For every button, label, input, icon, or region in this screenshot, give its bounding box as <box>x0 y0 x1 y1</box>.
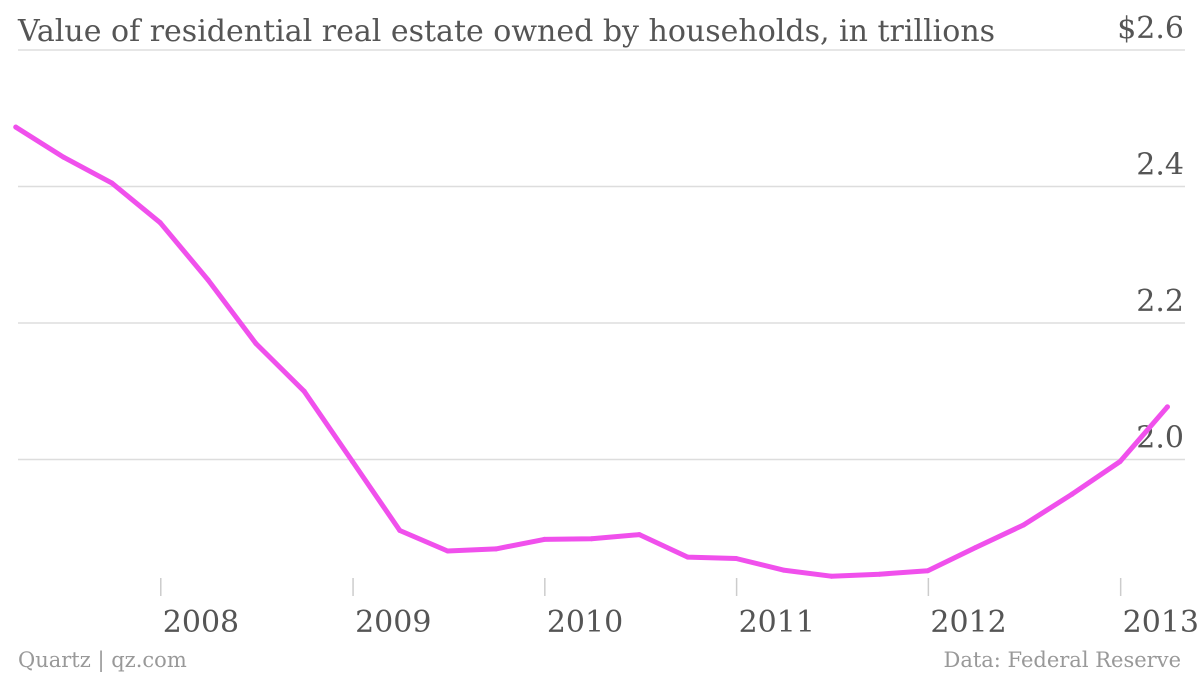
data-point <box>445 548 451 554</box>
x-tick-label: 2008 <box>163 605 239 640</box>
y-tick-label: 2.0 <box>1136 421 1184 456</box>
series-line <box>13 124 1170 579</box>
data-point <box>1069 491 1075 497</box>
x-tick-label: 2012 <box>930 605 1006 640</box>
x-tick-label: 2010 <box>547 605 623 640</box>
data-point <box>636 532 642 538</box>
data-point <box>828 573 834 579</box>
y-tick-label: 2.2 <box>1136 284 1184 319</box>
chart-title: Value of residential real estate owned b… <box>17 14 995 49</box>
data-point <box>13 124 19 130</box>
data-point <box>109 180 115 186</box>
data-point <box>589 536 595 542</box>
data-point <box>493 546 499 552</box>
data-point <box>397 528 403 533</box>
data-point <box>877 571 882 577</box>
data-point <box>61 154 67 160</box>
data-point <box>301 388 307 394</box>
gridlines <box>18 49 1185 461</box>
data-point <box>350 459 355 464</box>
data-point <box>541 536 547 542</box>
y-axis: $2.6 2.4 2.2 2.0 <box>1117 11 1184 456</box>
y-tick-label: $2.6 <box>1117 11 1184 46</box>
data-point <box>733 556 739 561</box>
x-tick-label: 2013 <box>1123 605 1199 640</box>
x-axis: 2008 2009 2010 2011 2012 2013 <box>160 578 1199 640</box>
data-point <box>1117 459 1123 464</box>
data-point <box>780 567 786 573</box>
data-point <box>1021 522 1026 528</box>
data-point <box>1164 404 1170 410</box>
data-point <box>685 554 691 560</box>
x-tick-label: 2011 <box>739 605 815 640</box>
data-point <box>205 277 211 283</box>
y-tick-label: 2.4 <box>1136 148 1184 183</box>
data-point <box>157 220 163 226</box>
source-credit: Quartz | qz.com <box>18 648 187 673</box>
data-source: Data: Federal Reserve <box>943 648 1181 672</box>
series-layer <box>13 124 1170 579</box>
data-point <box>253 341 259 346</box>
data-point <box>973 545 979 550</box>
data-point <box>925 568 931 574</box>
x-tick-label: 2009 <box>355 605 431 640</box>
